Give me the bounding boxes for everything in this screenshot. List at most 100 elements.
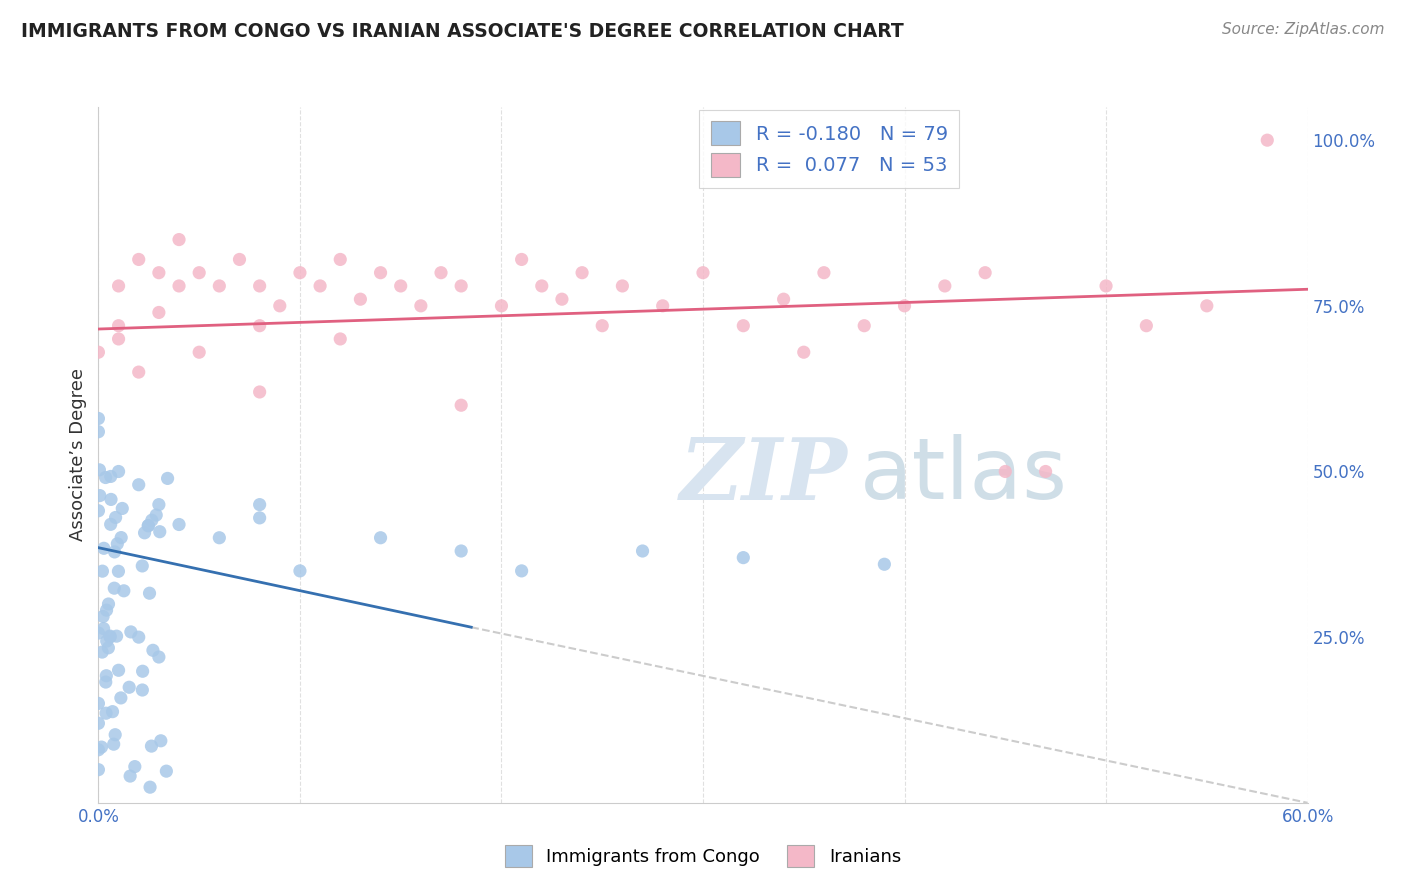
- Point: [249, 498, 271, 512]
- Point: [631, 544, 654, 558]
- Point: [103, 737, 125, 751]
- Point: [93, 622, 115, 636]
- Point: [128, 252, 150, 267]
- Point: [87, 716, 110, 731]
- Point: [94, 706, 117, 721]
- Point: [91, 564, 114, 578]
- Point: [149, 733, 172, 747]
- Point: [188, 266, 211, 280]
- Point: [1135, 318, 1157, 333]
- Point: [208, 531, 231, 545]
- Point: [793, 345, 815, 359]
- Point: [249, 384, 271, 399]
- Point: [128, 630, 150, 644]
- Point: [934, 279, 956, 293]
- Point: [87, 345, 110, 359]
- Point: [409, 299, 432, 313]
- Point: [167, 279, 190, 293]
- Point: [136, 518, 159, 533]
- Point: [389, 279, 412, 293]
- Legend: R = -0.180   N = 79, R =  0.077   N = 53: R = -0.180 N = 79, R = 0.077 N = 53: [699, 110, 959, 188]
- Text: ZIP: ZIP: [681, 434, 848, 517]
- Point: [100, 517, 122, 532]
- Point: [651, 299, 673, 313]
- Point: [167, 517, 190, 532]
- Point: [329, 252, 352, 267]
- Point: [96, 669, 118, 683]
- Point: [288, 564, 311, 578]
- Point: [134, 525, 156, 540]
- Point: [91, 645, 114, 659]
- Point: [112, 583, 135, 598]
- Point: [288, 266, 311, 280]
- Point: [430, 266, 453, 280]
- Point: [249, 318, 271, 333]
- Point: [148, 498, 170, 512]
- Point: [208, 279, 231, 293]
- Point: [772, 292, 794, 306]
- Point: [107, 318, 129, 333]
- Point: [228, 252, 250, 267]
- Point: [96, 634, 118, 648]
- Point: [107, 465, 129, 479]
- Point: [149, 524, 172, 539]
- Point: [530, 279, 553, 293]
- Point: [124, 759, 146, 773]
- Point: [491, 299, 513, 313]
- Legend: Immigrants from Congo, Iranians: Immigrants from Congo, Iranians: [498, 838, 908, 874]
- Point: [111, 501, 134, 516]
- Point: [128, 477, 150, 491]
- Point: [107, 663, 129, 677]
- Point: [87, 763, 110, 777]
- Point: [1095, 279, 1118, 293]
- Text: IMMIGRANTS FROM CONGO VS IRANIAN ASSOCIATE'S DEGREE CORRELATION CHART: IMMIGRANTS FROM CONGO VS IRANIAN ASSOCIA…: [21, 22, 904, 41]
- Point: [104, 510, 127, 524]
- Point: [1035, 465, 1057, 479]
- Point: [131, 665, 153, 679]
- Point: [87, 411, 110, 425]
- Point: [107, 564, 129, 578]
- Point: [120, 624, 142, 639]
- Point: [156, 471, 179, 485]
- Point: [1195, 299, 1218, 313]
- Point: [148, 266, 170, 280]
- Point: [107, 279, 129, 293]
- Point: [139, 780, 162, 794]
- Point: [110, 531, 132, 545]
- Point: [450, 398, 472, 412]
- Point: [105, 629, 128, 643]
- Point: [813, 266, 835, 280]
- Point: [329, 332, 352, 346]
- Point: [733, 550, 755, 565]
- Point: [110, 690, 132, 705]
- Point: [612, 279, 634, 293]
- Point: [1256, 133, 1278, 147]
- Point: [131, 558, 153, 573]
- Point: [104, 545, 127, 559]
- Point: [994, 465, 1017, 479]
- Point: [138, 586, 160, 600]
- Point: [96, 603, 118, 617]
- Point: [370, 266, 392, 280]
- Point: [103, 581, 125, 595]
- Point: [98, 630, 121, 644]
- Point: [118, 680, 141, 694]
- Point: [131, 683, 153, 698]
- Point: [853, 318, 876, 333]
- Point: [309, 279, 332, 293]
- Point: [893, 299, 915, 313]
- Point: [249, 511, 271, 525]
- Point: [105, 537, 128, 551]
- Point: [974, 266, 997, 280]
- Point: [100, 469, 122, 483]
- Point: [591, 318, 613, 333]
- Point: [450, 544, 472, 558]
- Point: [89, 463, 111, 477]
- Point: [94, 675, 117, 690]
- Point: [87, 626, 110, 640]
- Point: [269, 299, 291, 313]
- Point: [128, 365, 150, 379]
- Point: [104, 728, 127, 742]
- Point: [249, 279, 271, 293]
- Point: [93, 541, 115, 556]
